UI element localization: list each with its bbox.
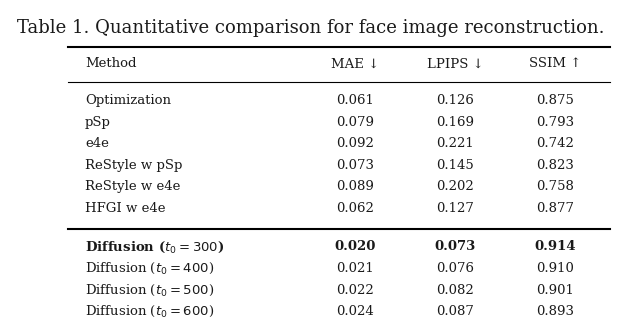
Text: 0.087: 0.087: [436, 305, 474, 318]
Text: 0.910: 0.910: [536, 262, 574, 275]
Text: 0.020: 0.020: [334, 241, 376, 254]
Text: pSp: pSp: [85, 116, 111, 129]
Text: 0.073: 0.073: [434, 241, 476, 254]
Text: 0.079: 0.079: [336, 116, 374, 129]
Text: 0.127: 0.127: [436, 202, 474, 215]
Text: Method: Method: [85, 57, 136, 70]
Text: Diffusion ($t_0 = 600$): Diffusion ($t_0 = 600$): [85, 304, 214, 319]
Text: 0.823: 0.823: [536, 159, 574, 172]
Text: 0.021: 0.021: [336, 262, 374, 275]
Text: 0.893: 0.893: [536, 305, 574, 318]
Text: Diffusion ($t_0 = 500$): Diffusion ($t_0 = 500$): [85, 282, 214, 298]
Text: 0.092: 0.092: [336, 137, 374, 151]
Text: 0.145: 0.145: [436, 159, 474, 172]
Text: 0.073: 0.073: [336, 159, 374, 172]
Text: ReStyle w pSp: ReStyle w pSp: [85, 159, 182, 172]
Text: 0.076: 0.076: [436, 262, 474, 275]
Text: MAE ↓: MAE ↓: [331, 57, 379, 70]
Text: Diffusion ($t_0 = 400$): Diffusion ($t_0 = 400$): [85, 261, 214, 276]
Text: 0.742: 0.742: [536, 137, 574, 151]
Text: 0.022: 0.022: [336, 284, 374, 296]
Text: 0.024: 0.024: [336, 305, 374, 318]
Text: 0.061: 0.061: [336, 94, 374, 108]
Text: SSIM ↑: SSIM ↑: [529, 57, 581, 70]
Text: Diffusion ($t_0 = 300$): Diffusion ($t_0 = 300$): [85, 239, 225, 255]
Text: 0.202: 0.202: [436, 181, 474, 194]
Text: 0.062: 0.062: [336, 202, 374, 215]
Text: 0.914: 0.914: [534, 241, 576, 254]
Text: 0.169: 0.169: [436, 116, 474, 129]
Text: 0.901: 0.901: [536, 284, 574, 296]
Text: 0.221: 0.221: [436, 137, 474, 151]
Text: 0.875: 0.875: [536, 94, 574, 108]
Text: Table 1. Quantitative comparison for face image reconstruction.: Table 1. Quantitative comparison for fac…: [17, 19, 605, 37]
Text: 0.793: 0.793: [536, 116, 574, 129]
Text: Optimization: Optimization: [85, 94, 171, 108]
Text: 0.126: 0.126: [436, 94, 474, 108]
Text: 0.082: 0.082: [436, 284, 474, 296]
Text: 0.758: 0.758: [536, 181, 574, 194]
Text: 0.089: 0.089: [336, 181, 374, 194]
Text: ReStyle w e4e: ReStyle w e4e: [85, 181, 180, 194]
Text: e4e: e4e: [85, 137, 109, 151]
Text: 0.877: 0.877: [536, 202, 574, 215]
Text: HFGI w e4e: HFGI w e4e: [85, 202, 165, 215]
Text: LPIPS ↓: LPIPS ↓: [427, 57, 483, 70]
